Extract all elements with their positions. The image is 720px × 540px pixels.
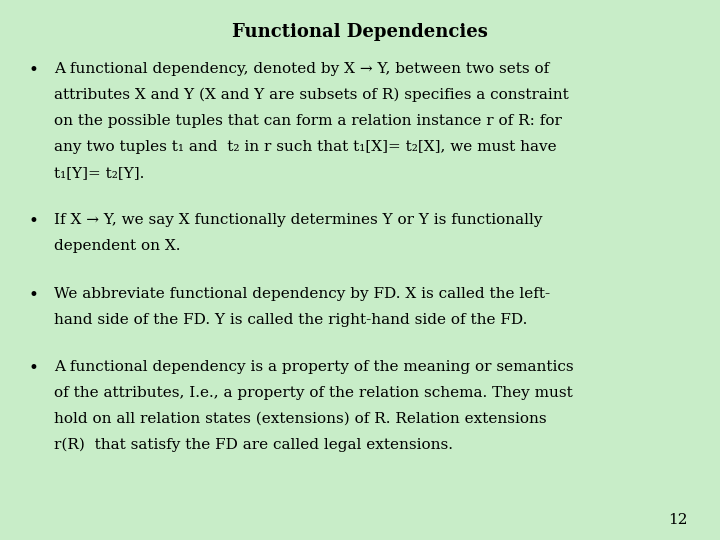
Text: t₁[Y]= t₂[Y].: t₁[Y]= t₂[Y]. <box>54 166 145 180</box>
Text: hold on all relation states (extensions) of R. Relation extensions: hold on all relation states (extensions)… <box>54 412 546 426</box>
Text: •: • <box>29 213 39 230</box>
Text: A functional dependency, denoted by X → Y, between two sets of: A functional dependency, denoted by X → … <box>54 62 549 76</box>
Text: dependent on X.: dependent on X. <box>54 239 181 253</box>
Text: A functional dependency is a property of the meaning or semantics: A functional dependency is a property of… <box>54 360 574 374</box>
Text: r(R)  that satisfy the FD are called legal extensions.: r(R) that satisfy the FD are called lega… <box>54 438 453 453</box>
Text: of the attributes, I.e., a property of the relation schema. They must: of the attributes, I.e., a property of t… <box>54 386 572 400</box>
Text: attributes X and Y (X and Y are subsets of R) specifies a constraint: attributes X and Y (X and Y are subsets … <box>54 88 569 103</box>
Text: •: • <box>29 360 39 377</box>
Text: •: • <box>29 287 39 303</box>
Text: We abbreviate functional dependency by FD. X is called the left-: We abbreviate functional dependency by F… <box>54 287 550 301</box>
Text: If X → Y, we say X functionally determines Y or Y is functionally: If X → Y, we say X functionally determin… <box>54 213 542 227</box>
Text: on the possible tuples that can form a relation instance r of R: for: on the possible tuples that can form a r… <box>54 114 562 128</box>
Text: Functional Dependencies: Functional Dependencies <box>232 23 488 40</box>
Text: •: • <box>29 62 39 79</box>
Text: 12: 12 <box>668 512 688 526</box>
Text: any two tuples t₁ and  t₂ in r such that t₁[X]= t₂[X], we must have: any two tuples t₁ and t₂ in r such that … <box>54 140 557 154</box>
Text: hand side of the FD. Y is called the right-hand side of the FD.: hand side of the FD. Y is called the rig… <box>54 313 527 327</box>
